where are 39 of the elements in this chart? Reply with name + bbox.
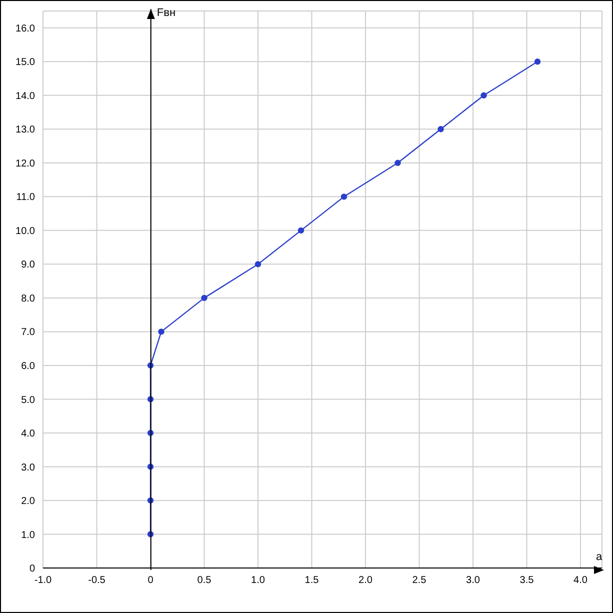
x-tick-label: -1.0 (34, 575, 52, 586)
y-tick-label: 3.0 (21, 462, 36, 474)
point (254, 261, 262, 268)
y-tick-label: 12.0 (16, 158, 36, 170)
point (201, 294, 208, 302)
y-tick-label: 9.0 (21, 260, 36, 271)
x-tick-label: 3.5 (520, 575, 534, 586)
y-tick-label: 11.0 (16, 192, 36, 204)
y-tick-label: 10.0 (16, 226, 36, 237)
x-tick-label: 3.0 (466, 575, 480, 586)
x-tick-label: 1.0 (251, 575, 266, 586)
y-tick-label: 0 (29, 564, 36, 575)
y-tick-label: 5.0 (21, 394, 36, 406)
y-tick-label: 15.0 (16, 57, 36, 68)
point (298, 227, 304, 234)
point (158, 328, 164, 335)
y-tick-label: 6.0 (21, 361, 36, 372)
point (480, 92, 487, 98)
y-axis-title: Fвн (156, 7, 176, 19)
y-tick-label: 14.0 (16, 90, 36, 102)
y-tick-label: 16.0 (16, 23, 36, 34)
point (340, 194, 348, 200)
x-tick-label: 0.5 (197, 575, 212, 586)
y-tick-label: 1.0 (21, 530, 36, 541)
y-tick-label: 13.0 (16, 124, 36, 136)
point (438, 126, 444, 132)
x-tick-label: 1.5 (304, 575, 320, 586)
y-tick-label: 8.0 (21, 293, 36, 304)
y-tick-label: 7.0 (21, 327, 36, 338)
y-tick-label: 2.0 (21, 496, 36, 508)
y-tick-label: 4.0 (21, 428, 36, 440)
x-tick-label: -0.5 (88, 575, 106, 586)
point (394, 160, 401, 166)
x-axis-title: a (596, 551, 603, 563)
x-tick-label: 2.0 (358, 575, 373, 586)
point (534, 58, 541, 65)
x-tick-label: 4.0 (574, 575, 588, 586)
x-tick-label: 0 (148, 575, 154, 586)
x-tick-label: 2.5 (412, 575, 427, 586)
